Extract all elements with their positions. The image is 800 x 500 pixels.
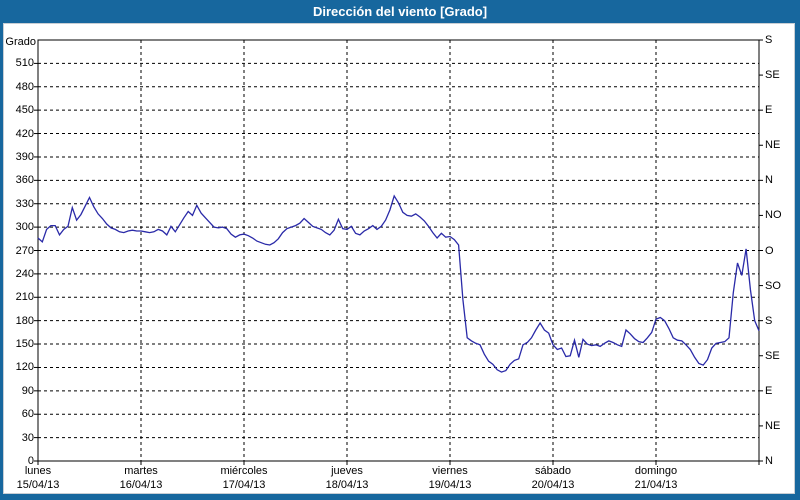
x-axis-date-label: 18/04/13: [325, 479, 369, 491]
x-axis-day-label: viernes: [432, 465, 468, 477]
plot-border: [37, 39, 760, 462]
x-axis-date-label: 21/04/13: [634, 479, 678, 491]
compass-tick-label: S: [765, 314, 773, 327]
compass-tick-label: SO: [765, 279, 781, 292]
y-axis-tick-label: 420: [15, 127, 34, 140]
y-axis-tick-label: 210: [15, 291, 34, 304]
x-axis-day-label: sábado: [534, 465, 572, 477]
x-axis-day-label: martes: [124, 465, 158, 477]
x-axis-day-label: lunes: [24, 465, 52, 477]
y-axis-tick-label: 30: [21, 431, 34, 444]
compass-tick-label: NE: [765, 419, 781, 432]
y-axis-tick-label: 0: [27, 455, 34, 467]
y-axis-tick-label: 60: [21, 408, 34, 421]
compass-tick-label: S: [765, 34, 773, 46]
compass-tick-label: SE: [765, 349, 780, 362]
x-axis-day-label: domingo: [634, 465, 678, 477]
x-axis-date-label: 19/04/13: [428, 479, 472, 491]
compass-tick-label: N: [765, 455, 773, 467]
y-axis-tick-label: 270: [15, 244, 34, 257]
compass-tick-label: SE: [765, 69, 780, 82]
compass-tick-label: E: [765, 104, 773, 117]
compass-tick-label: NE: [765, 139, 781, 152]
y-axis-tick-label: 390: [15, 150, 34, 163]
y-axis-tick-label: 90: [21, 384, 34, 397]
y-axis-tick-label: 180: [15, 314, 34, 327]
wind-direction-line: [37, 194, 760, 373]
x-axis-date-label: 17/04/13: [222, 479, 266, 491]
y-axis-tick-label: 150: [15, 338, 34, 351]
y-axis-tick-label: 480: [15, 80, 34, 93]
y-axis-tick-label: 450: [15, 104, 34, 117]
compass-tick-label: E: [765, 384, 773, 397]
y-axis-tick-label: 330: [15, 197, 34, 210]
compass-tick-label: NO: [765, 209, 782, 222]
compass-tick-label: N: [765, 174, 773, 187]
x-axis-date-label: 16/04/13: [119, 479, 163, 491]
title-bar: Dirección del viento [Grado]: [0, 0, 800, 22]
chart-title: Dirección del viento [Grado]: [312, 3, 488, 19]
x-axis-date-label: 20/04/13: [531, 479, 575, 491]
y-axis-title: Grado: [5, 36, 36, 48]
y-axis-tick-label: 120: [15, 361, 34, 374]
compass-tick-label: O: [765, 244, 774, 257]
y-axis-tick-label: 300: [15, 221, 34, 234]
chart-panel: [3, 23, 795, 494]
x-axis-day-label: jueves: [331, 465, 363, 477]
y-axis-tick-label: 240: [15, 267, 34, 280]
y-axis-tick-label: 360: [15, 174, 34, 187]
y-axis-tick-label: 510: [15, 57, 34, 70]
x-axis-date-label: 15/04/13: [16, 479, 60, 491]
x-axis-day-label: miércoles: [220, 465, 268, 477]
